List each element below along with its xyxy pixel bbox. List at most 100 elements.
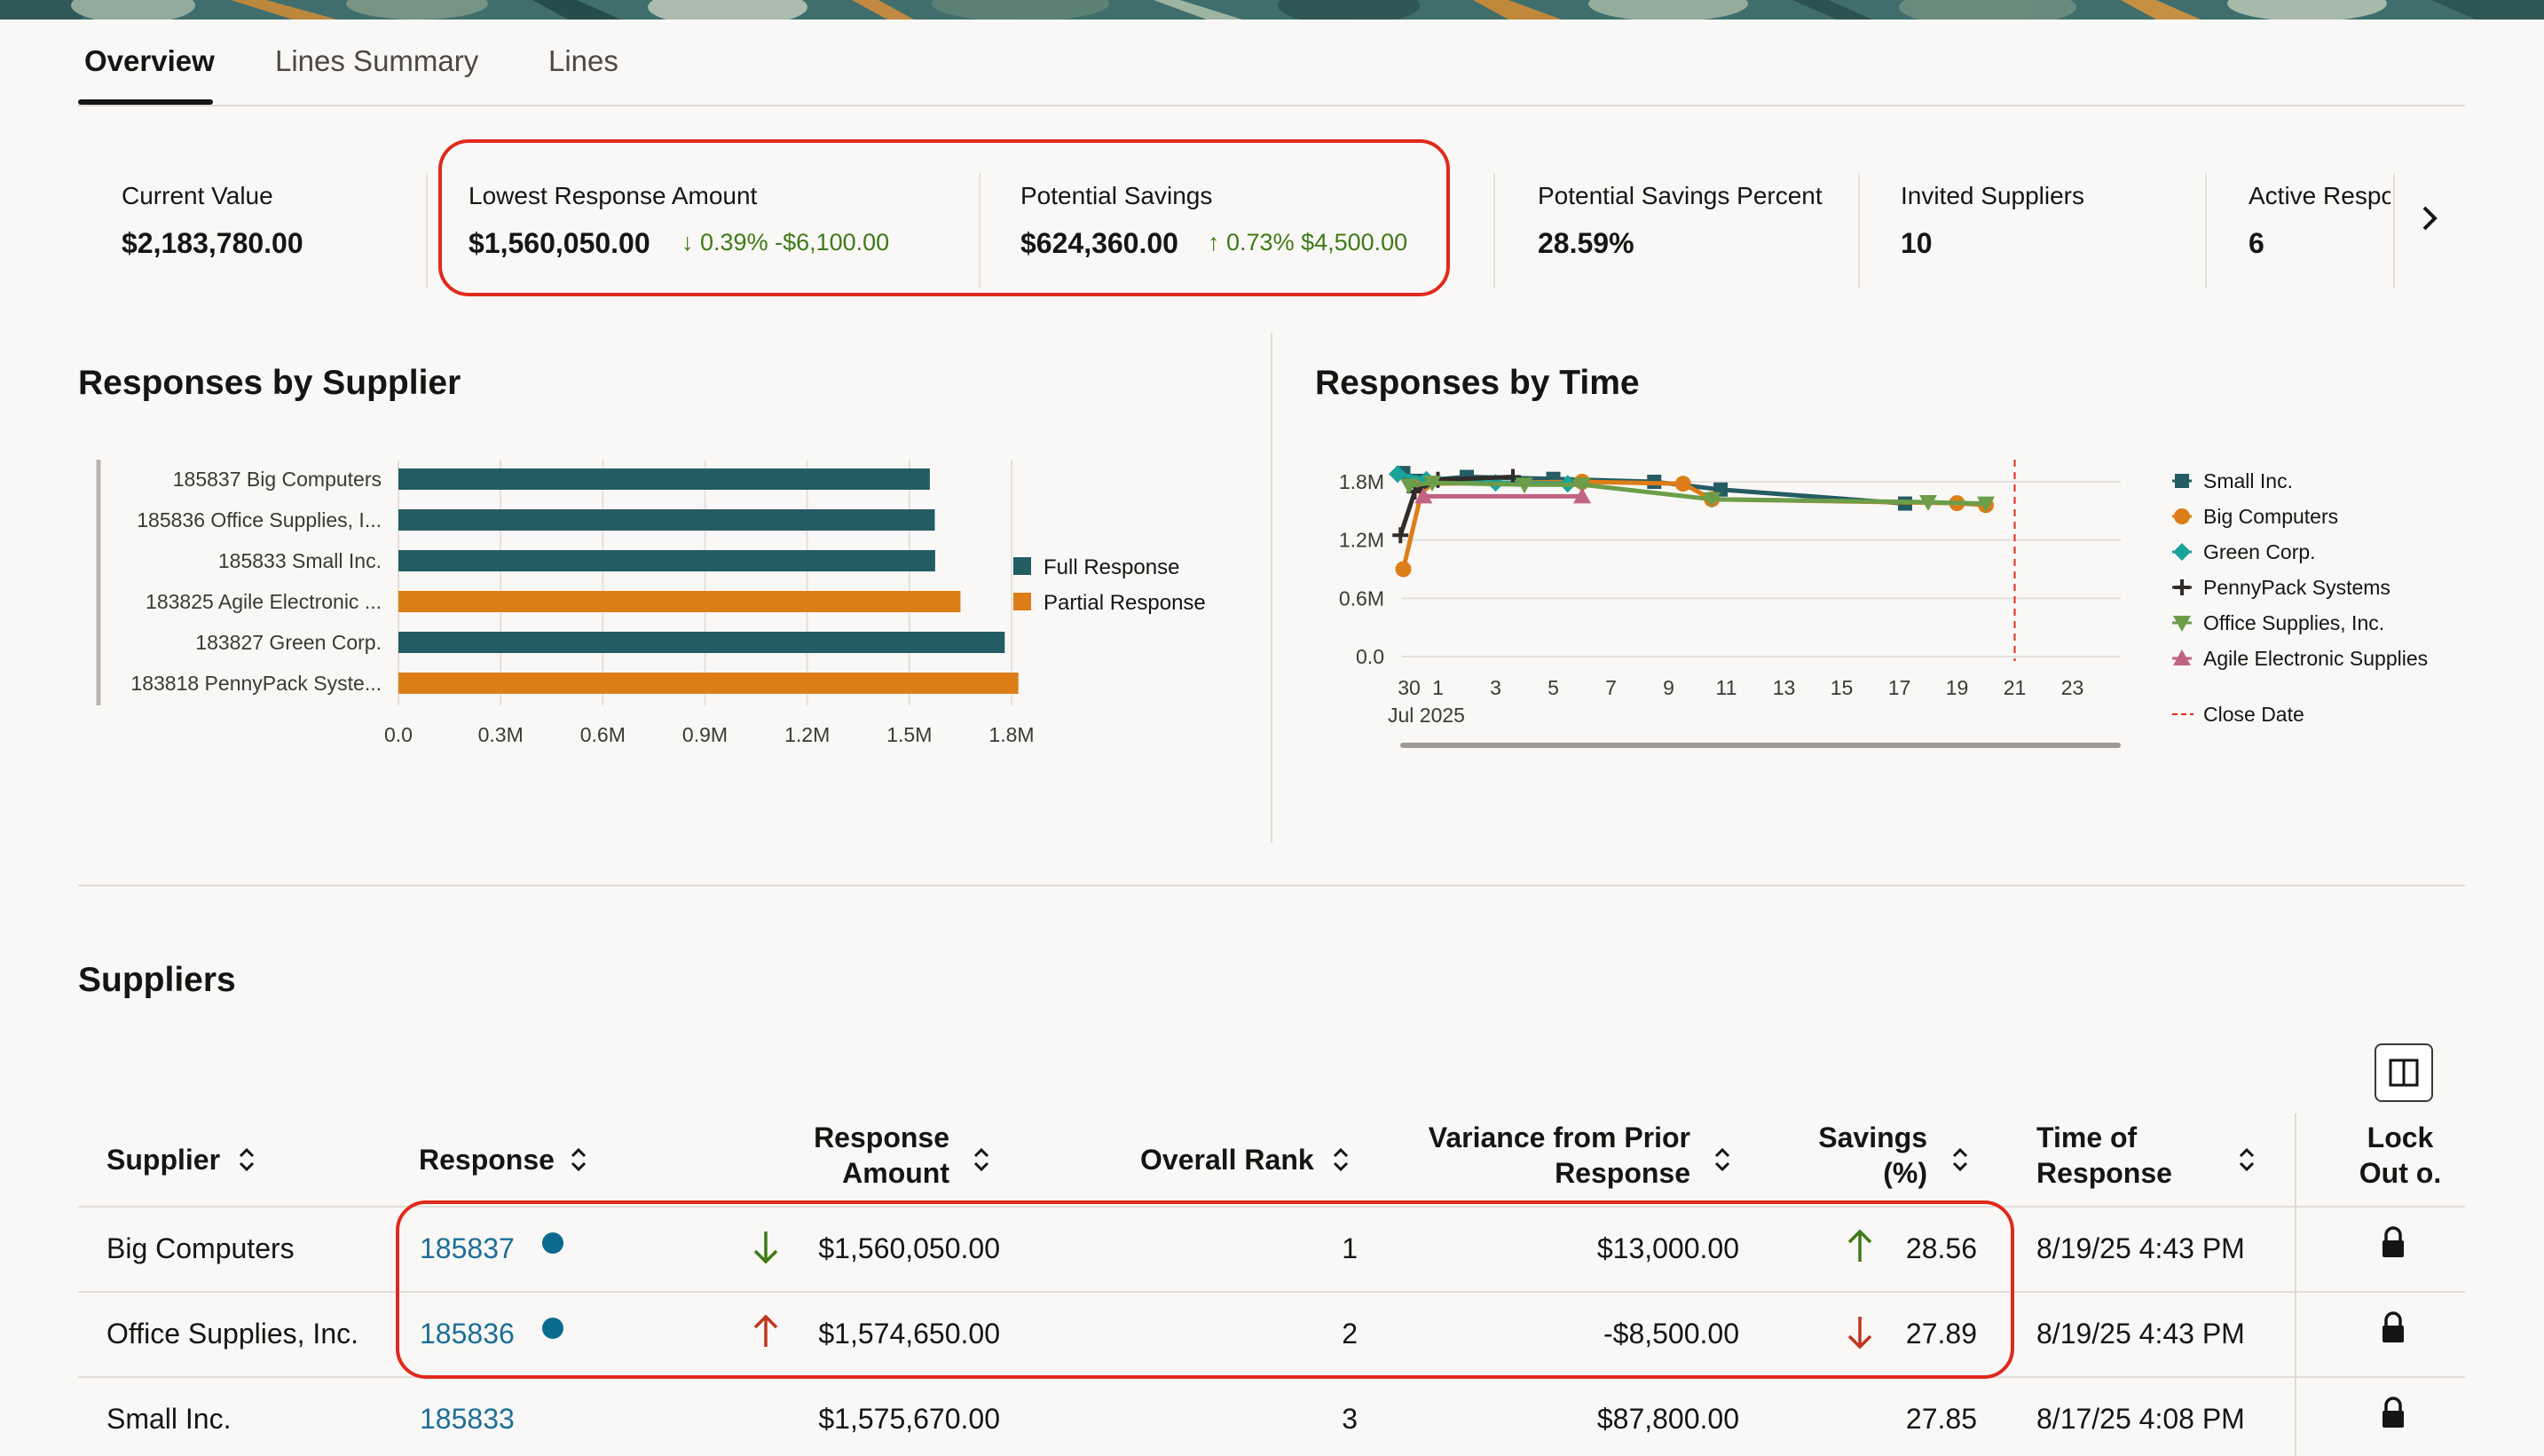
- highlight-box-metrics: [438, 139, 1450, 296]
- legend-label: Green Corp.: [2203, 540, 2316, 563]
- series-marker: [2173, 616, 2191, 632]
- x-tick-label: 1: [1432, 676, 1444, 699]
- column-panel-button[interactable]: [2375, 1043, 2433, 1102]
- column-header-variance[interactable]: Variance from Prior Response: [1428, 1122, 1690, 1189]
- sort-icon[interactable]: [1330, 1145, 1351, 1180]
- column-header-lock-out[interactable]: Lock Out o.: [2359, 1122, 2442, 1189]
- sort-icon[interactable]: [971, 1145, 992, 1180]
- split-panel-icon: [2389, 1059, 2419, 1087]
- metric-invited-suppliers-label: Invited Suppliers: [1901, 182, 2085, 209]
- legend-item: Agile Electronic Supplies: [2172, 647, 2428, 670]
- metric-separator: [2205, 173, 2207, 288]
- series-marker: [2174, 508, 2190, 524]
- responses-by-supplier-title: Responses by Supplier: [78, 364, 461, 402]
- sort-icon[interactable]: [1949, 1145, 1971, 1180]
- y-tick-label: 0.0: [1356, 645, 1384, 668]
- column-header-time-of-response[interactable]: Time of Response: [2036, 1122, 2172, 1189]
- metric-potential-savings-delta: ↑ 0.73% $4,500.00: [1208, 229, 1408, 256]
- bar: [398, 550, 935, 571]
- column-header-savings[interactable]: Savings (%): [1818, 1122, 1927, 1189]
- responses-by-time-chart: 1.8M1.2M0.6M0.030 1 3 5 7 9 11 13 15 17 19 21 23Jul …: [1339, 460, 2428, 748]
- sort-icon[interactable]: [1712, 1145, 1733, 1180]
- x-tick-label: 30: [1398, 676, 1421, 699]
- series-marker: [1423, 476, 1441, 492]
- category-label: 183825 Agile Electronic ...: [146, 590, 382, 613]
- arrow-up-icon: [1844, 1226, 1876, 1270]
- legend-item: Big Computers: [2172, 505, 2338, 528]
- sort-icon[interactable]: [2236, 1145, 2257, 1180]
- category-label: 185833 Small Inc.: [218, 549, 382, 572]
- series-marker: [2173, 543, 2191, 561]
- response-link[interactable]: 185836: [420, 1318, 515, 1350]
- x-tick-label: 1.8M: [988, 723, 1034, 746]
- bar: [398, 509, 935, 531]
- metric-lowest-response-value: $1,560,050.00: [469, 227, 650, 259]
- legend-label: Full Response: [1044, 555, 1179, 579]
- tab-lines[interactable]: Lines: [548, 44, 618, 77]
- metric-savings-percent-label: Potential Savings Percent: [1538, 182, 1823, 209]
- series-marker: [1395, 561, 1412, 578]
- metric-lowest-response-label: Lowest Response Amount: [469, 182, 758, 209]
- x-tick-label: 23: [2061, 676, 2084, 699]
- arrow-up-icon: [750, 1311, 782, 1355]
- new-response-dot: [542, 1318, 563, 1339]
- tab-lines-summary[interactable]: Lines Summary: [275, 44, 479, 77]
- sort-icon[interactable]: [568, 1145, 589, 1180]
- table-cell-savings: 28.56: [1905, 1232, 1977, 1264]
- series-marker: [1573, 487, 1591, 504]
- legend-label: Office Supplies, Inc.: [2203, 611, 2384, 634]
- table-cell-rank: 1: [1342, 1232, 1358, 1264]
- bar: [398, 468, 930, 490]
- table-cell-supplier: Office Supplies, Inc.: [106, 1318, 358, 1350]
- x-sublabel: Jul 2025: [1388, 704, 1465, 727]
- lock-icon[interactable]: [2378, 1396, 2408, 1436]
- chevron-right-icon[interactable]: [2412, 197, 2447, 240]
- active-tab-indicator: [78, 99, 213, 105]
- arrow-down-icon: [1844, 1313, 1876, 1357]
- legend-label: Close Date: [2203, 703, 2304, 726]
- series-marker: [1703, 492, 1721, 508]
- column-header-response-amount[interactable]: Response Amount: [814, 1122, 949, 1189]
- metric-potential-savings-label: Potential Savings: [1020, 182, 1213, 209]
- x-tick-label: 7: [1605, 676, 1617, 699]
- table-row-divider: [78, 1291, 2465, 1293]
- column-header-response[interactable]: Response: [419, 1144, 555, 1176]
- x-tick-label: 19: [1946, 676, 1969, 699]
- response-link[interactable]: 185837: [420, 1232, 515, 1264]
- x-tick-label: 17: [1888, 676, 1911, 699]
- legend-label: Small Inc.: [2203, 469, 2293, 492]
- series-marker: [1392, 527, 1409, 544]
- highlight-box-rows: [396, 1200, 2014, 1379]
- table-cell-response-amount: $1,560,050.00: [818, 1232, 1000, 1264]
- responses-by-supplier-chart: 0.0 0.3M 0.6M 0.9M 1.2M 1.5M 1.8M 185837 Big Co…: [96, 460, 1206, 746]
- metric-active-responses-value: 6: [2249, 227, 2264, 259]
- table-cell-supplier: Small Inc.: [106, 1403, 232, 1435]
- tab-overview[interactable]: Overview: [84, 44, 215, 77]
- column-header-supplier[interactable]: Supplier: [106, 1144, 221, 1176]
- lock-icon[interactable]: [2378, 1225, 2408, 1265]
- time-scrollbar: [1400, 743, 2121, 748]
- response-link[interactable]: 185833: [420, 1403, 515, 1435]
- legend-swatch: [1013, 557, 1031, 575]
- column-header-overall-rank[interactable]: Overall Rank: [1140, 1144, 1314, 1176]
- chart-divider: [1271, 333, 1272, 843]
- arrow-down-icon: ↓: [681, 229, 694, 256]
- legend-label: Agile Electronic Supplies: [2203, 647, 2428, 670]
- sort-icon[interactable]: [236, 1145, 257, 1180]
- arrow-up-icon: ↑: [1208, 229, 1220, 256]
- lock-icon[interactable]: [2378, 1310, 2408, 1350]
- table-cell-savings: 27.89: [1905, 1318, 1977, 1350]
- x-tick-label: 0.6M: [580, 723, 626, 746]
- header-banner: [0, 0, 2544, 20]
- metric-lowest-response-delta: ↓ 0.39% -$6,100.00: [681, 229, 890, 256]
- table-cell-variance: $87,800.00: [1596, 1403, 1739, 1435]
- metric-invited-suppliers-value: 10: [1901, 227, 1933, 259]
- frozen-column-divider: [2295, 1114, 2296, 1456]
- table-cell-response-amount: $1,574,650.00: [818, 1318, 1000, 1350]
- series-big-computers: [1395, 474, 1994, 578]
- legend-label: Big Computers: [2203, 505, 2338, 528]
- x-tick-label: 0.0: [384, 723, 413, 746]
- category-label: 183827 Green Corp.: [195, 631, 382, 654]
- series-marker: [1389, 465, 1406, 484]
- series-marker: [1919, 494, 1937, 511]
